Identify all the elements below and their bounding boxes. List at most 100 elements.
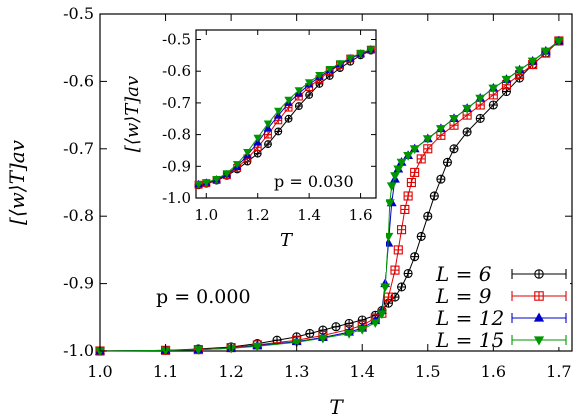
inset-series-4 [194,46,376,189]
x-tick-label: 1.0 [87,362,112,381]
data-point [475,94,486,104]
data-point [410,252,420,262]
inset-data-point [263,120,273,129]
data-point [393,165,404,175]
x-tick-label: 1.6 [481,362,506,381]
data-point [501,75,512,85]
y-tick-label: -0.9 [63,274,94,293]
inset-data-point [222,170,232,178]
legend-marker [534,269,544,279]
data-point [383,292,393,302]
data-point [462,104,473,114]
legend-label: L = 12 [435,306,504,330]
inset-data-point [202,179,211,187]
data-point [429,191,439,201]
data-point [409,145,420,155]
x-tick-label: 1.4 [349,362,374,381]
inset-data-point [264,140,272,149]
data-point [370,319,381,328]
data-point [344,329,355,339]
data-point [488,100,498,110]
inset-frame [195,29,377,199]
y-tick-label: -0.6 [63,71,94,90]
inset-data-point [315,71,324,80]
x-axis-label: T [329,395,344,418]
inset-x-tick-label: 1.0 [194,206,218,224]
data-point [442,157,452,167]
legend-marker [533,312,545,322]
data-point [403,152,414,161]
data-point [462,127,472,137]
data-point [449,114,459,124]
data-point [475,113,485,124]
data-point [380,283,391,293]
inset-data-point [346,54,355,63]
inset-x-tick-label: 1.4 [297,206,321,224]
data-point [403,268,413,279]
inset-x-tick-label: 1.6 [349,206,373,224]
data-point [553,37,564,47]
legend-label: L = 15 [435,328,504,352]
data-point [527,57,538,67]
data-point [514,66,525,76]
data-point [410,167,420,177]
data-point [376,310,387,320]
inset-axis-ticks: 1.0 1.2 1.4 1.6 -1.0 -0.9 -0.8 -0.7 -0.6 -0.5 [162,30,376,224]
data-point [386,182,397,192]
y-tick-label: -0.8 [63,206,94,225]
data-point [423,144,433,154]
data-point [406,177,416,188]
inset-y-tick-label: -0.7 [162,94,191,112]
inset-data-point [366,46,376,54]
legend-marker [534,291,544,301]
data-point [357,325,368,335]
data-point [435,125,446,134]
series-4 [95,37,564,357]
x-tick-label: 1.7 [546,362,571,381]
inset-data-point [243,149,252,157]
inset-data-point [274,107,283,116]
data-point [331,322,341,332]
annotation-p-main: p = 0.000 [156,286,251,308]
data-point [488,84,499,94]
data-point [291,338,302,348]
inset-y-tick-label: -0.5 [162,31,191,49]
data-point [397,282,407,292]
x-tick-label: 1.5 [415,362,440,381]
inset-data-point [356,50,365,58]
x-tick-label: 1.1 [153,362,178,381]
data-point [423,211,433,221]
inset-y-tick-label: -0.9 [162,157,191,175]
main-axis-ticks: 1.0 1.1 1.2 1.3 1.4 1.5 1.6 1.7 -1.0 -0.9 -0.8 -0.7… [63,4,572,381]
legend-item: L = 15 [435,328,567,352]
inset-data-point [294,102,303,111]
legend-label: L = 6 [435,262,492,286]
data-point [393,245,403,255]
inset-data-point [335,60,345,68]
inset-y-tick-label: -1.0 [162,189,191,207]
inset-data-point [232,161,242,169]
data-point [390,172,400,181]
inset-plot [140,22,386,272]
inset-data-point [294,87,304,95]
data-point [317,334,328,344]
inset-data-point [305,91,314,99]
data-point [416,154,426,164]
inset-y-axis-label: [⟨w⟩T]av [122,76,143,152]
y-axis-label: [⟨w⟩T]av [5,139,29,225]
inset-y-tick-label: -0.6 [162,62,191,80]
y-tick-label: -0.5 [63,4,94,23]
inset-data-point [325,65,334,74]
inset-x-tick-label: 1.2 [246,206,270,224]
x-tick-label: 1.2 [218,362,243,381]
inset-data-point [212,175,221,184]
annotation-p-inset: p = 0.030 [274,172,354,191]
legend-label: L = 9 [435,284,492,308]
data-point [252,342,263,352]
legend-background [430,255,570,347]
data-point [540,47,551,57]
data-point [383,232,394,242]
inset-y-tick-label: -0.8 [162,126,191,144]
data-point [193,346,204,355]
